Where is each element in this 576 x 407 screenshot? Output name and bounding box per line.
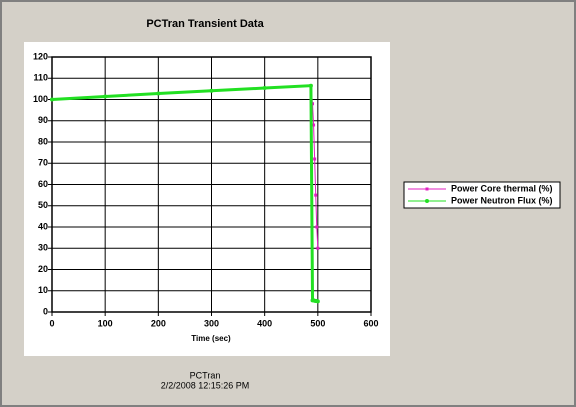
marker [313,157,317,161]
y-tick-label: 60 [38,179,48,189]
x-tick-label: 500 [310,318,325,328]
marker [315,299,320,304]
marker [262,86,267,91]
y-tick-label: 0 [43,306,48,316]
x-tick-label: 600 [363,318,378,328]
marker [312,123,316,127]
plot-panel [24,42,390,356]
y-tick-label: 50 [38,200,48,210]
y-tick-label: 110 [33,73,48,83]
x-tick-label: 100 [98,318,113,328]
footer-text: 2/2/2008 12:15:26 PM [161,380,250,390]
x-tick-label: 0 [49,318,54,328]
y-tick-label: 90 [38,115,48,125]
x-tick-label: 200 [151,318,166,328]
marker [315,225,319,229]
footer-text: PCTran [190,370,221,380]
y-tick-label: 40 [38,221,48,231]
y-tick-label: 70 [38,158,48,168]
legend-marker [425,199,429,203]
y-tick-label: 120 [33,51,48,61]
marker [308,83,313,88]
marker [156,91,161,96]
chart-title: PCTran Transient Data [146,18,264,30]
legend-marker [425,187,429,191]
legend-label: Power Neutron Flux (%) [451,195,553,205]
marker [316,246,320,250]
y-tick-label: 100 [33,94,48,104]
plot-frame [51,56,372,313]
x-tick-label: 400 [257,318,272,328]
marker [50,97,54,102]
y-tick-label: 20 [38,264,48,274]
marker [209,88,214,93]
y-tick-label: 30 [38,243,48,253]
y-tick-label: 10 [38,285,48,295]
legend-box [403,181,561,209]
x-axis-label: Time (sec) [191,334,231,343]
x-tick-label: 300 [204,318,219,328]
legend-label: Power Core thermal (%) [451,183,553,193]
marker [103,94,108,99]
y-tick-label: 80 [38,136,48,146]
marker [314,193,318,197]
